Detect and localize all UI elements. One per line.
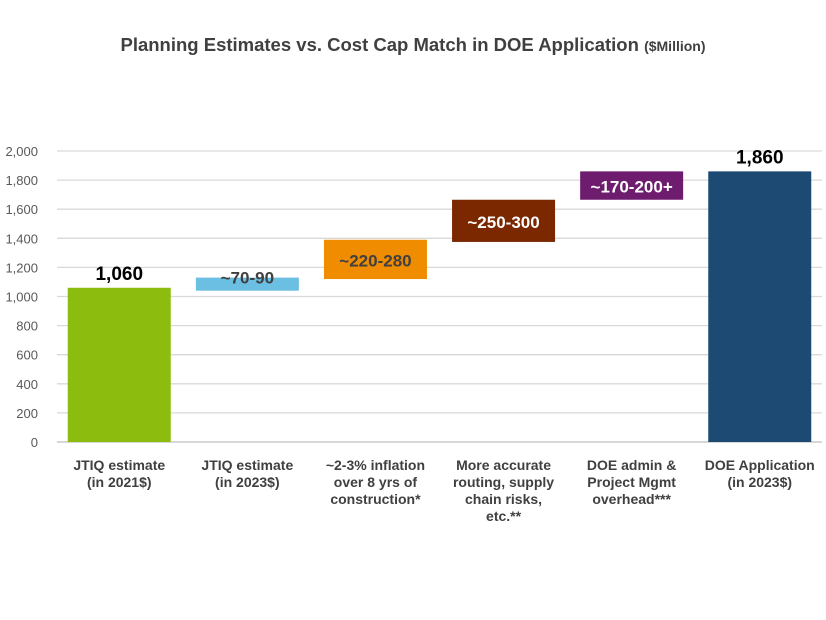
x-tick-label: JTIQ estimate (in 2023$) [201,457,294,490]
x-tick-label: DOE Application (in 2023$) [704,457,815,490]
title-unit: ($Million) [644,38,706,54]
y-tick-label: 0 [31,435,38,450]
y-tick-label: 1,800 [5,173,38,188]
data-label: ~170-200+ [591,178,673,197]
data-label: ~220-280 [339,251,411,270]
y-tick-label: 600 [16,348,38,363]
bar [708,171,812,442]
x-tick-label: JTIQ estimate (in 2021$) [73,457,166,490]
x-tick-label: ~2-3% inflation over 8 yrs of constructi… [325,457,426,507]
data-label: ~250-300 [467,213,539,232]
y-tick-label: 1,600 [5,202,38,217]
data-label: 1,060 [95,264,143,285]
bar [452,199,556,242]
chart-title: Planning Estimates vs. Cost Cap Match in… [0,34,826,56]
data-label: 1,860 [736,147,784,168]
bar [323,239,427,280]
data-label: ~70-90 [221,269,274,288]
y-tick-label: 200 [16,406,38,421]
bar [67,287,171,442]
x-tick-label: DOE admin & Project Mgmt overhead*** [586,457,677,507]
y-tick-label: 1,400 [5,231,38,246]
bar [580,171,684,200]
y-tick-label: 800 [16,319,38,334]
y-tick-label: 400 [16,377,38,392]
y-tick-label: 1,200 [5,260,38,275]
bar [195,277,299,291]
title-text: Planning Estimates vs. Cost Cap Match in… [120,34,639,55]
y-tick-label: 2,000 [5,144,38,159]
y-tick-label: 1,000 [5,290,38,305]
x-tick-label: More accurate routing, supply chain risk… [452,457,555,524]
